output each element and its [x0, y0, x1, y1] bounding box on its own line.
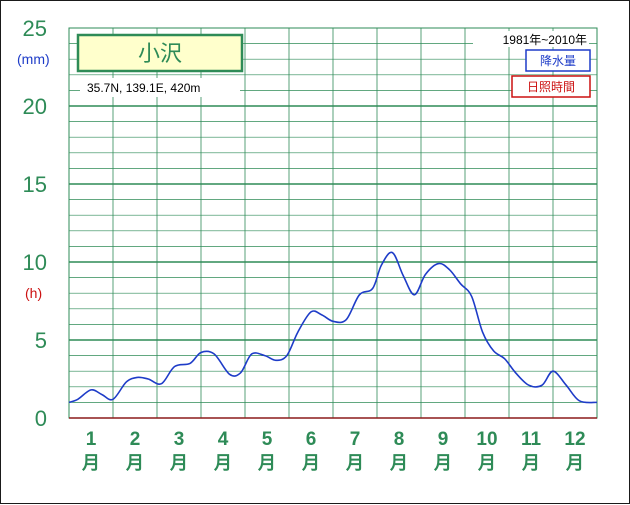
- y-tick-label: 0: [35, 406, 47, 431]
- precip-series-line: [68, 251, 598, 404]
- legend-sun-label: 日照時間: [527, 80, 575, 94]
- month-number-label: 7: [350, 429, 361, 450]
- unit-h-label: (h): [25, 285, 42, 301]
- month-suffix-label: 月: [301, 453, 320, 474]
- month-suffix-label: 月: [169, 453, 188, 474]
- month-number-label: 1: [86, 429, 97, 450]
- station-title-box: [76, 33, 244, 73]
- month-number-label: 3: [174, 429, 185, 450]
- legend-precip-box: [525, 49, 591, 72]
- month-suffix-label: 月: [213, 453, 232, 474]
- month-number-label: 4: [218, 429, 229, 450]
- month-suffix-label: 月: [257, 453, 276, 474]
- month-number-label: 9: [438, 429, 449, 450]
- y-tick-label: 5: [35, 328, 47, 353]
- month-number-label: 8: [394, 429, 405, 450]
- month-number-label: 10: [476, 429, 497, 450]
- month-number-label: 5: [262, 429, 273, 450]
- month-suffix-label: 月: [433, 453, 452, 474]
- month-suffix-label: 月: [125, 453, 144, 474]
- period-bg: [473, 31, 589, 47]
- period-label: 1981年~2010年: [503, 33, 587, 47]
- month-suffix-label: 月: [477, 453, 496, 474]
- month-number-label: 2: [130, 429, 141, 450]
- station-name: 小沢: [138, 42, 182, 67]
- legend-precip-label: 降水量: [540, 54, 576, 68]
- month-suffix-label: 月: [389, 453, 408, 474]
- y-tick-label: 25: [23, 16, 47, 41]
- y-tick-label: 15: [23, 172, 47, 197]
- month-number-label: 12: [564, 429, 585, 450]
- month-number-label: 6: [306, 429, 317, 450]
- y-tick-label: 20: [23, 94, 47, 119]
- month-suffix-label: 月: [81, 453, 100, 474]
- legend-sun-box: [511, 75, 591, 98]
- month-suffix-label: 月: [521, 453, 540, 474]
- unit-mm-label: (mm): [17, 51, 50, 67]
- y-tick-labels: 0 5 10 15 20 25: [23, 16, 47, 431]
- month-labels: 1 月 2 月 3 月 4 月 5 月 6 月 7 月 8 月 9 月 10 月 11 月 12 月: [81, 429, 586, 474]
- month-number-label: 11: [521, 429, 542, 450]
- month-suffix-label: 月: [565, 453, 584, 474]
- y-tick-label: 10: [23, 250, 47, 275]
- coords-bg: [80, 78, 240, 97]
- month-suffix-label: 月: [345, 453, 364, 474]
- station-coords: 35.7N, 139.1E, 420m: [87, 81, 200, 95]
